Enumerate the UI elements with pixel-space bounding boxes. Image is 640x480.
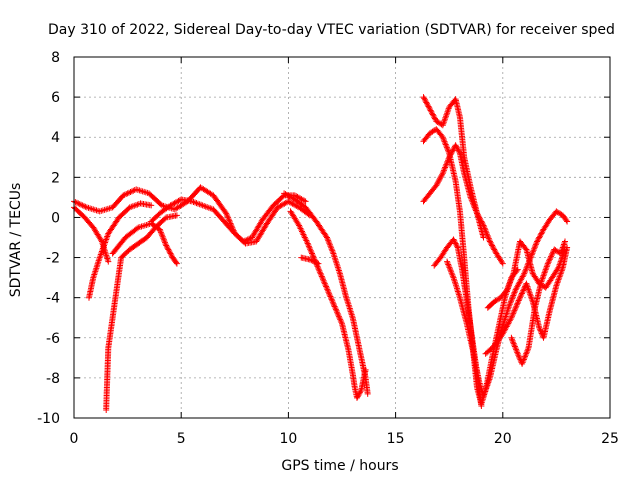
x-tick-label: 10 <box>279 431 297 447</box>
y-tick-label: -8 <box>46 371 60 387</box>
series-track-12 <box>420 142 506 267</box>
series-markers <box>109 220 180 267</box>
y-tick-label: 2 <box>51 170 60 186</box>
series-markers <box>298 254 322 267</box>
chart-title: Day 310 of 2022, Sidereal Day-to-day VTE… <box>48 22 615 38</box>
series-markers <box>484 238 568 311</box>
y-tick-label: -10 <box>37 411 60 427</box>
x-tick-label: 0 <box>70 431 79 447</box>
series-markers <box>86 200 155 301</box>
y-tick-label: 6 <box>51 90 60 106</box>
series-markers <box>508 238 568 367</box>
series-track-15 <box>484 238 568 311</box>
series-markers <box>287 208 369 401</box>
grid-lines <box>74 57 610 418</box>
y-axis: -10 -8 -6 -4 -2 0 2 4 6 8 <box>37 50 610 427</box>
series-track-8 <box>287 208 369 401</box>
series-track-4 <box>103 212 180 413</box>
series-track-13 <box>431 236 485 409</box>
x-axis: 0 5 10 15 20 25 <box>70 57 619 447</box>
y-tick-label: 4 <box>51 130 60 146</box>
y-tick-label: 0 <box>51 210 60 226</box>
x-axis-label: GPS time / hours <box>281 458 398 474</box>
series-markers <box>431 236 485 409</box>
x-tick-label: 20 <box>494 431 512 447</box>
series-track-17 <box>508 238 568 367</box>
y-tick-label: 8 <box>51 50 60 66</box>
y-axis-label: SDTVAR / TECUs <box>8 183 24 298</box>
series-markers <box>148 196 313 247</box>
series-track-7 <box>281 190 371 397</box>
y-tick-label: -4 <box>46 291 60 307</box>
series-track-6 <box>148 196 313 247</box>
series-track-5 <box>109 220 180 267</box>
series-line <box>423 128 519 405</box>
y-tick-label: -6 <box>46 331 60 347</box>
series-track-9 <box>298 254 322 267</box>
data-series <box>71 94 571 413</box>
series-track-3 <box>86 200 155 301</box>
plot-frame <box>73 56 611 419</box>
x-tick-label: 15 <box>387 431 405 447</box>
x-tick-label: 25 <box>601 431 619 447</box>
series-markers <box>103 212 180 413</box>
x-tick-label: 5 <box>177 431 186 447</box>
series-markers <box>420 142 506 267</box>
y-tick-label: -2 <box>46 251 60 267</box>
